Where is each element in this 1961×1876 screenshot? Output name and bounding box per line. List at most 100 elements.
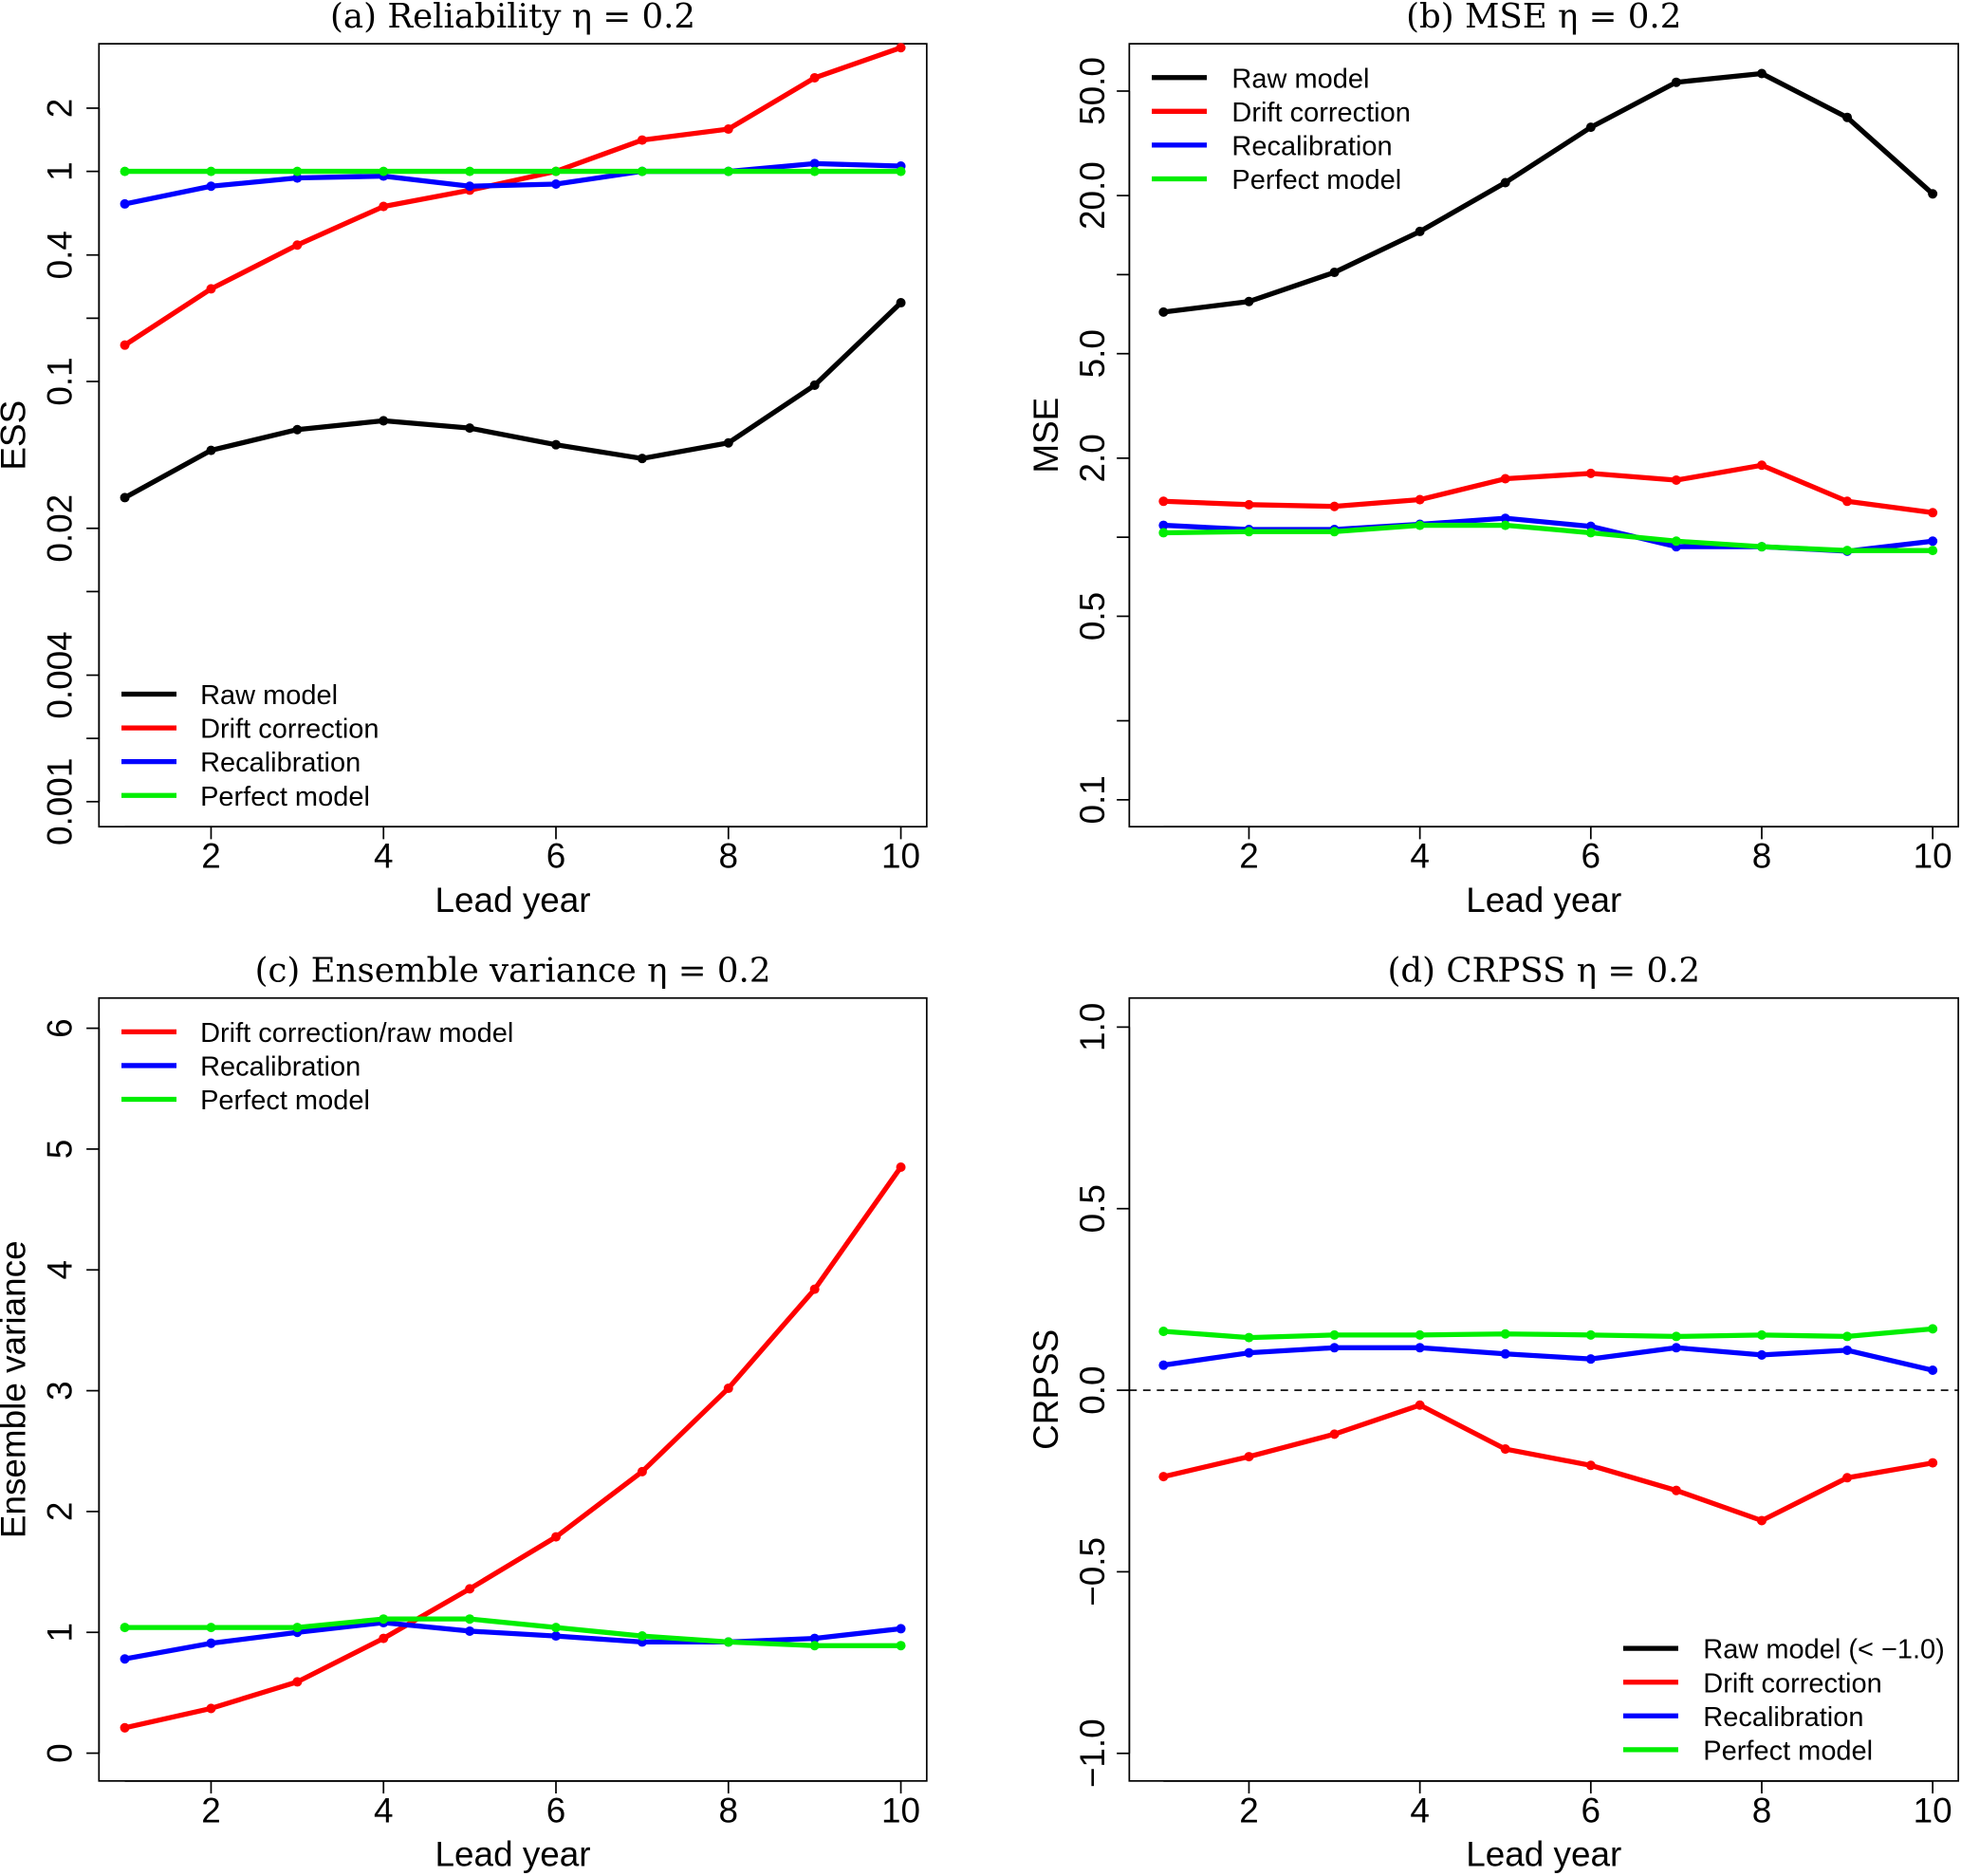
data-point: [206, 445, 216, 455]
data-point: [723, 1384, 733, 1394]
panel-a: (a) Reliability η = 0.2 2 4 6 8 10 Lead year 0.…: [0, 0, 928, 919]
data-point: [1244, 1332, 1254, 1343]
data-point: [1415, 1329, 1425, 1340]
data-point: [1756, 542, 1767, 552]
y-tick-label: 0.02: [40, 494, 79, 563]
data-point: [1500, 1328, 1510, 1339]
data-point: [465, 1614, 475, 1625]
x-tick-label: 10: [881, 1791, 920, 1830]
data-point: [723, 1637, 733, 1647]
data-point: [1158, 1472, 1169, 1482]
series-line: [1162, 1402, 1933, 1524]
y-tick-label: 1: [40, 161, 79, 181]
legend-label: Raw model: [1231, 64, 1369, 94]
data-point: [465, 181, 475, 192]
series-perfect-model: [1158, 1324, 1938, 1343]
data-point: [896, 298, 906, 308]
y-tick-label: 0.1: [40, 357, 79, 405]
y-tick-label: 0.0: [1073, 1365, 1112, 1414]
data-point: [809, 1284, 820, 1294]
data-point: [896, 1162, 906, 1173]
data-point: [896, 43, 906, 53]
data-point: [1329, 501, 1340, 511]
data-point: [1158, 1360, 1169, 1370]
data-point: [1671, 77, 1681, 87]
x-tick-label: 10: [881, 837, 920, 876]
data-point: [465, 166, 475, 176]
legend-label: Drift correction/raw model: [200, 1018, 513, 1049]
y-tick-label: 20.0: [1073, 161, 1112, 230]
x-axis-label: Lead year: [435, 1834, 591, 1873]
series-line: [124, 1616, 901, 1648]
y-tick-label: 6: [40, 1018, 79, 1038]
data-point: [1928, 1324, 1938, 1334]
data-point: [1671, 1331, 1681, 1342]
data-point: [637, 1466, 647, 1477]
x-tick-label: 2: [201, 837, 221, 876]
series-raw-model: [120, 298, 906, 503]
data-point: [1415, 520, 1425, 530]
y-tick-label: 0: [40, 1743, 79, 1763]
y-tick-label: −1.0: [1073, 1718, 1112, 1788]
x-tick-label: 4: [1410, 1791, 1430, 1830]
data-point: [1244, 527, 1254, 537]
data-point: [206, 284, 216, 294]
data-point: [1671, 474, 1681, 485]
data-point: [1585, 468, 1596, 478]
series-perfect-model: [1158, 520, 1938, 556]
legend-label: Recalibration: [1703, 1702, 1863, 1733]
data-point: [1842, 112, 1853, 122]
y-tick-label: 0.5: [1073, 1184, 1112, 1233]
x-tick-label: 10: [1914, 1791, 1952, 1830]
y-tick-label: 1: [40, 1623, 79, 1643]
panel-title: (c) Ensemble variance η = 0.2: [255, 952, 771, 991]
y-tick-label: 1.0: [1073, 1003, 1112, 1051]
data-point: [465, 1584, 475, 1594]
data-point: [1329, 1329, 1340, 1340]
data-point: [1500, 520, 1510, 530]
data-point: [1500, 474, 1510, 484]
data-point: [551, 1631, 562, 1642]
series-line: [123, 45, 902, 347]
data-point: [1500, 177, 1510, 188]
series-line: [1163, 1326, 1933, 1341]
y-axis-label: MSE: [1027, 398, 1065, 474]
y-tick-label: 5: [40, 1140, 79, 1160]
data-point: [1415, 1400, 1425, 1410]
data-point: [551, 179, 562, 190]
data-point: [1928, 1458, 1938, 1468]
y-axis-label: ESS: [0, 400, 33, 471]
x-axis-label: Lead year: [1466, 881, 1621, 919]
y-axis-label: Ensemble variance: [0, 1240, 33, 1538]
legend-label: Drift correction: [200, 715, 379, 745]
y-tick-label: 2: [40, 99, 79, 119]
data-point: [1244, 1452, 1254, 1462]
data-point: [896, 1624, 906, 1634]
data-point: [1585, 1354, 1596, 1365]
data-point: [1756, 1349, 1767, 1360]
x-tick-label: 6: [546, 837, 566, 876]
data-point: [1585, 1460, 1596, 1471]
data-point: [723, 124, 733, 135]
series-recalibration: [120, 158, 906, 209]
series-recalibration: [1158, 1343, 1938, 1376]
data-point: [1928, 508, 1938, 518]
x-tick-label: 10: [1914, 837, 1952, 876]
data-point: [551, 439, 562, 450]
data-point: [809, 1633, 820, 1644]
x-tick-label: 2: [1239, 837, 1259, 876]
data-point: [1585, 1329, 1596, 1340]
data-point: [206, 1703, 216, 1714]
x-tick-label: 6: [1582, 1791, 1601, 1830]
y-tick-label: 0.001: [40, 758, 79, 845]
series-line: [124, 1620, 901, 1662]
y-tick-label: 0.004: [40, 631, 79, 718]
data-point: [1928, 536, 1938, 547]
series-line: [124, 160, 901, 207]
data-point: [1158, 520, 1169, 530]
data-point: [292, 240, 303, 251]
data-point: [809, 1641, 820, 1651]
series-perfect-model: [120, 166, 906, 176]
data-point: [206, 1623, 216, 1633]
